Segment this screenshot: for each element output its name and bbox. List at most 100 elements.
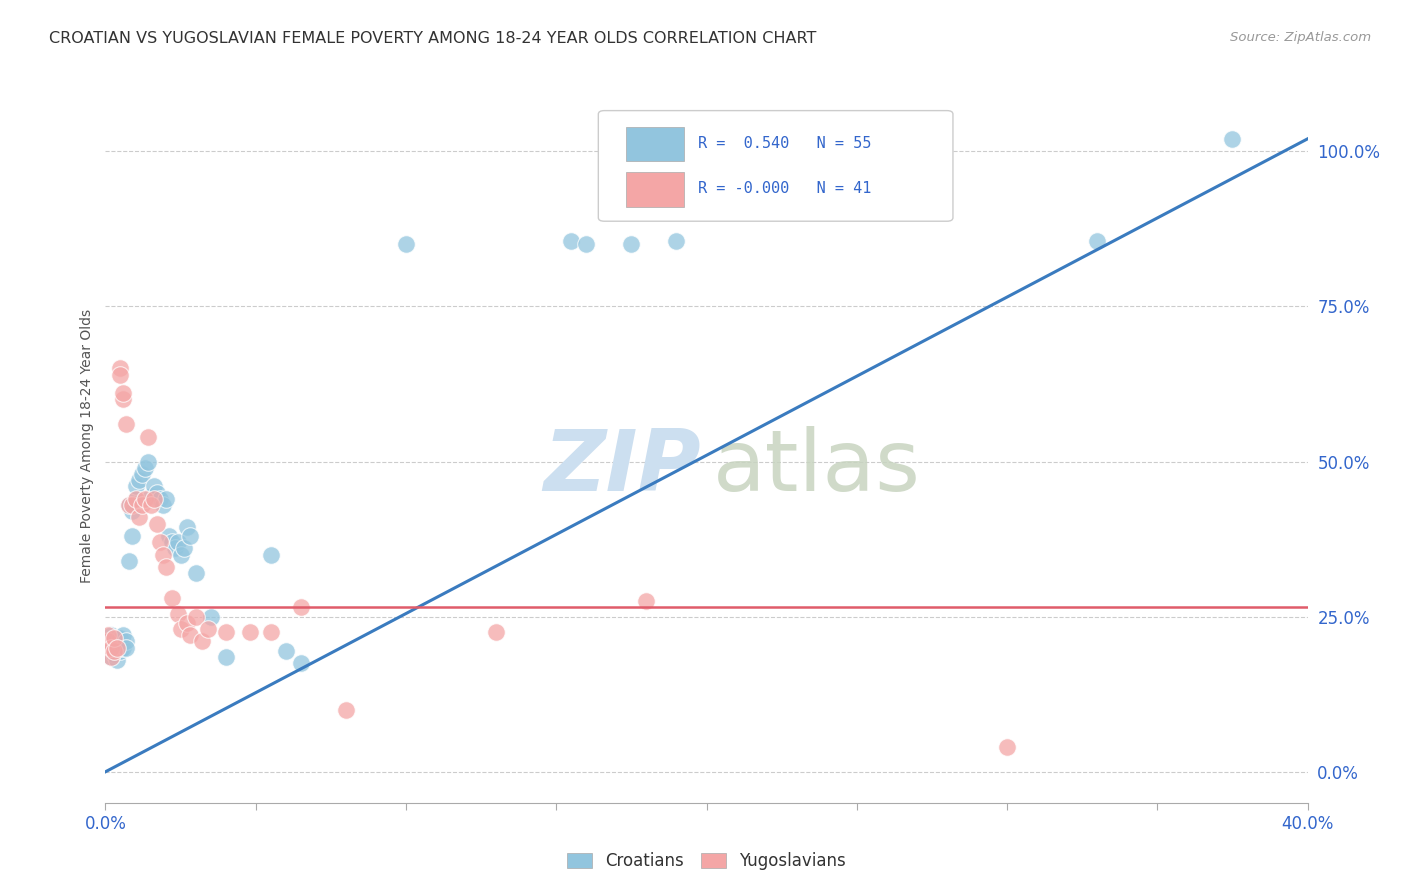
- Point: [152, 548, 174, 562]
- Point: [142, 479, 165, 493]
- Point: [665, 234, 688, 248]
- Point: [103, 634, 125, 648]
- Point: [139, 489, 162, 503]
- Text: R = -0.000   N = 41: R = -0.000 N = 41: [699, 181, 872, 196]
- Point: [260, 548, 283, 562]
- Point: [121, 504, 143, 518]
- Point: [169, 548, 191, 562]
- Point: [179, 628, 201, 642]
- Point: [97, 628, 120, 642]
- Point: [1222, 132, 1244, 146]
- Bar: [626, 172, 683, 207]
- Point: [103, 647, 125, 661]
- Point: [995, 739, 1018, 754]
- Point: [124, 491, 146, 506]
- Point: [145, 485, 167, 500]
- Point: [200, 609, 222, 624]
- Point: [112, 628, 135, 642]
- Point: [134, 491, 156, 506]
- Point: [148, 491, 170, 506]
- Point: [118, 498, 141, 512]
- Point: [136, 454, 159, 468]
- Point: [107, 632, 129, 646]
- Point: [121, 498, 143, 512]
- Point: [184, 566, 207, 581]
- Point: [118, 554, 141, 568]
- Point: [115, 634, 138, 648]
- Point: [124, 491, 146, 506]
- Point: [128, 510, 150, 524]
- Text: CROATIAN VS YUGOSLAVIAN FEMALE POVERTY AMONG 18-24 YEAR OLDS CORRELATION CHART: CROATIAN VS YUGOSLAVIAN FEMALE POVERTY A…: [49, 31, 817, 46]
- Point: [145, 516, 167, 531]
- Point: [139, 498, 162, 512]
- Point: [152, 498, 174, 512]
- Point: [110, 644, 132, 658]
- Bar: [626, 127, 683, 161]
- Point: [110, 632, 132, 646]
- Point: [110, 361, 132, 376]
- Point: [107, 640, 129, 655]
- Point: [395, 237, 418, 252]
- Point: [160, 591, 183, 605]
- Point: [97, 634, 120, 648]
- Point: [100, 650, 122, 665]
- Point: [112, 640, 135, 655]
- Text: ZIP: ZIP: [543, 425, 700, 509]
- Point: [155, 560, 177, 574]
- Point: [636, 594, 658, 608]
- Point: [131, 498, 153, 512]
- Point: [112, 392, 135, 407]
- Point: [575, 237, 598, 252]
- Point: [110, 368, 132, 382]
- FancyBboxPatch shape: [599, 111, 953, 221]
- Point: [103, 632, 125, 646]
- Point: [239, 625, 262, 640]
- Point: [155, 491, 177, 506]
- Text: atlas: atlas: [713, 425, 921, 509]
- Point: [335, 703, 357, 717]
- Point: [166, 535, 188, 549]
- Point: [142, 491, 165, 506]
- Point: [214, 650, 236, 665]
- Point: [136, 430, 159, 444]
- Text: Source: ZipAtlas.com: Source: ZipAtlas.com: [1230, 31, 1371, 45]
- Point: [115, 640, 138, 655]
- Point: [214, 625, 236, 640]
- Point: [290, 656, 312, 670]
- Point: [124, 479, 146, 493]
- Point: [1085, 234, 1108, 248]
- Point: [107, 640, 129, 655]
- Point: [179, 529, 201, 543]
- Point: [131, 467, 153, 481]
- Point: [274, 644, 297, 658]
- Point: [260, 625, 283, 640]
- Point: [97, 634, 120, 648]
- Point: [103, 644, 125, 658]
- Point: [121, 529, 143, 543]
- Point: [100, 650, 122, 665]
- Point: [157, 529, 180, 543]
- Point: [163, 541, 186, 556]
- Point: [485, 625, 508, 640]
- Point: [190, 634, 212, 648]
- Point: [176, 615, 198, 630]
- Text: R =  0.540   N = 55: R = 0.540 N = 55: [699, 136, 872, 151]
- Point: [173, 541, 195, 556]
- Point: [100, 628, 122, 642]
- Point: [148, 535, 170, 549]
- Point: [107, 653, 129, 667]
- Point: [100, 640, 122, 655]
- Point: [197, 622, 219, 636]
- Legend: Croatians, Yugoslavians: Croatians, Yugoslavians: [561, 846, 852, 877]
- Point: [169, 622, 191, 636]
- Point: [103, 644, 125, 658]
- Point: [97, 644, 120, 658]
- Point: [118, 498, 141, 512]
- Point: [115, 417, 138, 432]
- Point: [166, 607, 188, 621]
- Point: [134, 460, 156, 475]
- Point: [620, 237, 643, 252]
- Point: [176, 519, 198, 533]
- Point: [160, 535, 183, 549]
- Point: [184, 609, 207, 624]
